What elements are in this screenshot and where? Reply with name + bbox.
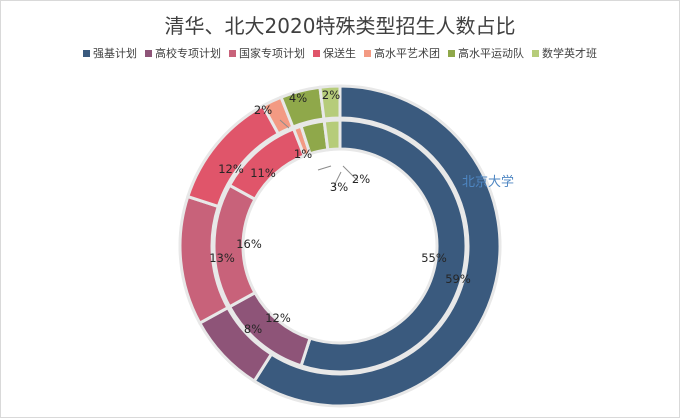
inner-slice-label: 12% — [265, 311, 291, 325]
legend-swatch — [364, 49, 371, 57]
legend-label: 高水平运动队 — [458, 47, 524, 60]
legend-item: 高校专项计划 — [145, 45, 221, 61]
legend-item: 数学英才班 — [532, 45, 597, 61]
legend-label: 强基计划 — [93, 47, 137, 60]
legend-swatch — [532, 49, 539, 57]
chart-legend: 强基计划 高校专项计划 国家专项计划 保送生 高水平艺术团 高水平运动队 数学英才班 — [0, 45, 680, 61]
outer-slice-label: 13% — [209, 251, 235, 265]
legend-label: 保送生 — [323, 47, 356, 60]
leader-line — [333, 171, 342, 187]
outer-slice-label: 59% — [445, 272, 471, 286]
legend-swatch — [229, 49, 236, 57]
inner-ring-slice — [322, 118, 342, 152]
leader-line — [317, 165, 332, 171]
legend-swatch — [83, 49, 90, 57]
legend-label: 高水平艺术团 — [374, 47, 440, 60]
chart-title: 清华、北大2020特殊类型招生人数占比 — [164, 14, 516, 38]
inner-slice-label: 3% — [330, 180, 348, 194]
legend-item: 强基计划 — [83, 45, 137, 61]
series-annotation: 北京大学 — [462, 174, 514, 190]
legend-item: 高水平艺术团 — [364, 45, 440, 61]
leader-line — [279, 119, 290, 129]
legend-item: 国家专项计划 — [229, 45, 305, 61]
inner-slice-label: 11% — [250, 166, 276, 180]
inner-slice-label: 1% — [294, 147, 312, 161]
inner-ring-slice — [299, 118, 468, 374]
outer-slice-label: 8% — [244, 322, 262, 336]
legend-label: 国家专项计划 — [239, 47, 305, 60]
outer-slice-label: 4% — [289, 91, 307, 105]
legend-item: 高水平运动队 — [448, 45, 524, 61]
outer-slice-label: 12% — [218, 162, 244, 176]
legend-item: 保送生 — [313, 45, 356, 61]
legend-label: 高校专项计划 — [155, 47, 221, 60]
inner-slice-label: 16% — [236, 237, 262, 251]
legend-label: 数学英才班 — [542, 47, 597, 60]
inner-slice-label: 55% — [421, 251, 447, 265]
legend-swatch — [313, 49, 320, 57]
outer-ring-slice — [252, 84, 502, 408]
outer-slice-label: 2% — [322, 88, 340, 102]
outer-ring-slice — [318, 84, 342, 121]
inner-slice-label: 2% — [352, 172, 370, 186]
leader-line — [342, 165, 359, 182]
outer-slice-label: 2% — [254, 103, 272, 117]
legend-swatch — [145, 49, 152, 57]
legend-swatch — [448, 49, 455, 57]
